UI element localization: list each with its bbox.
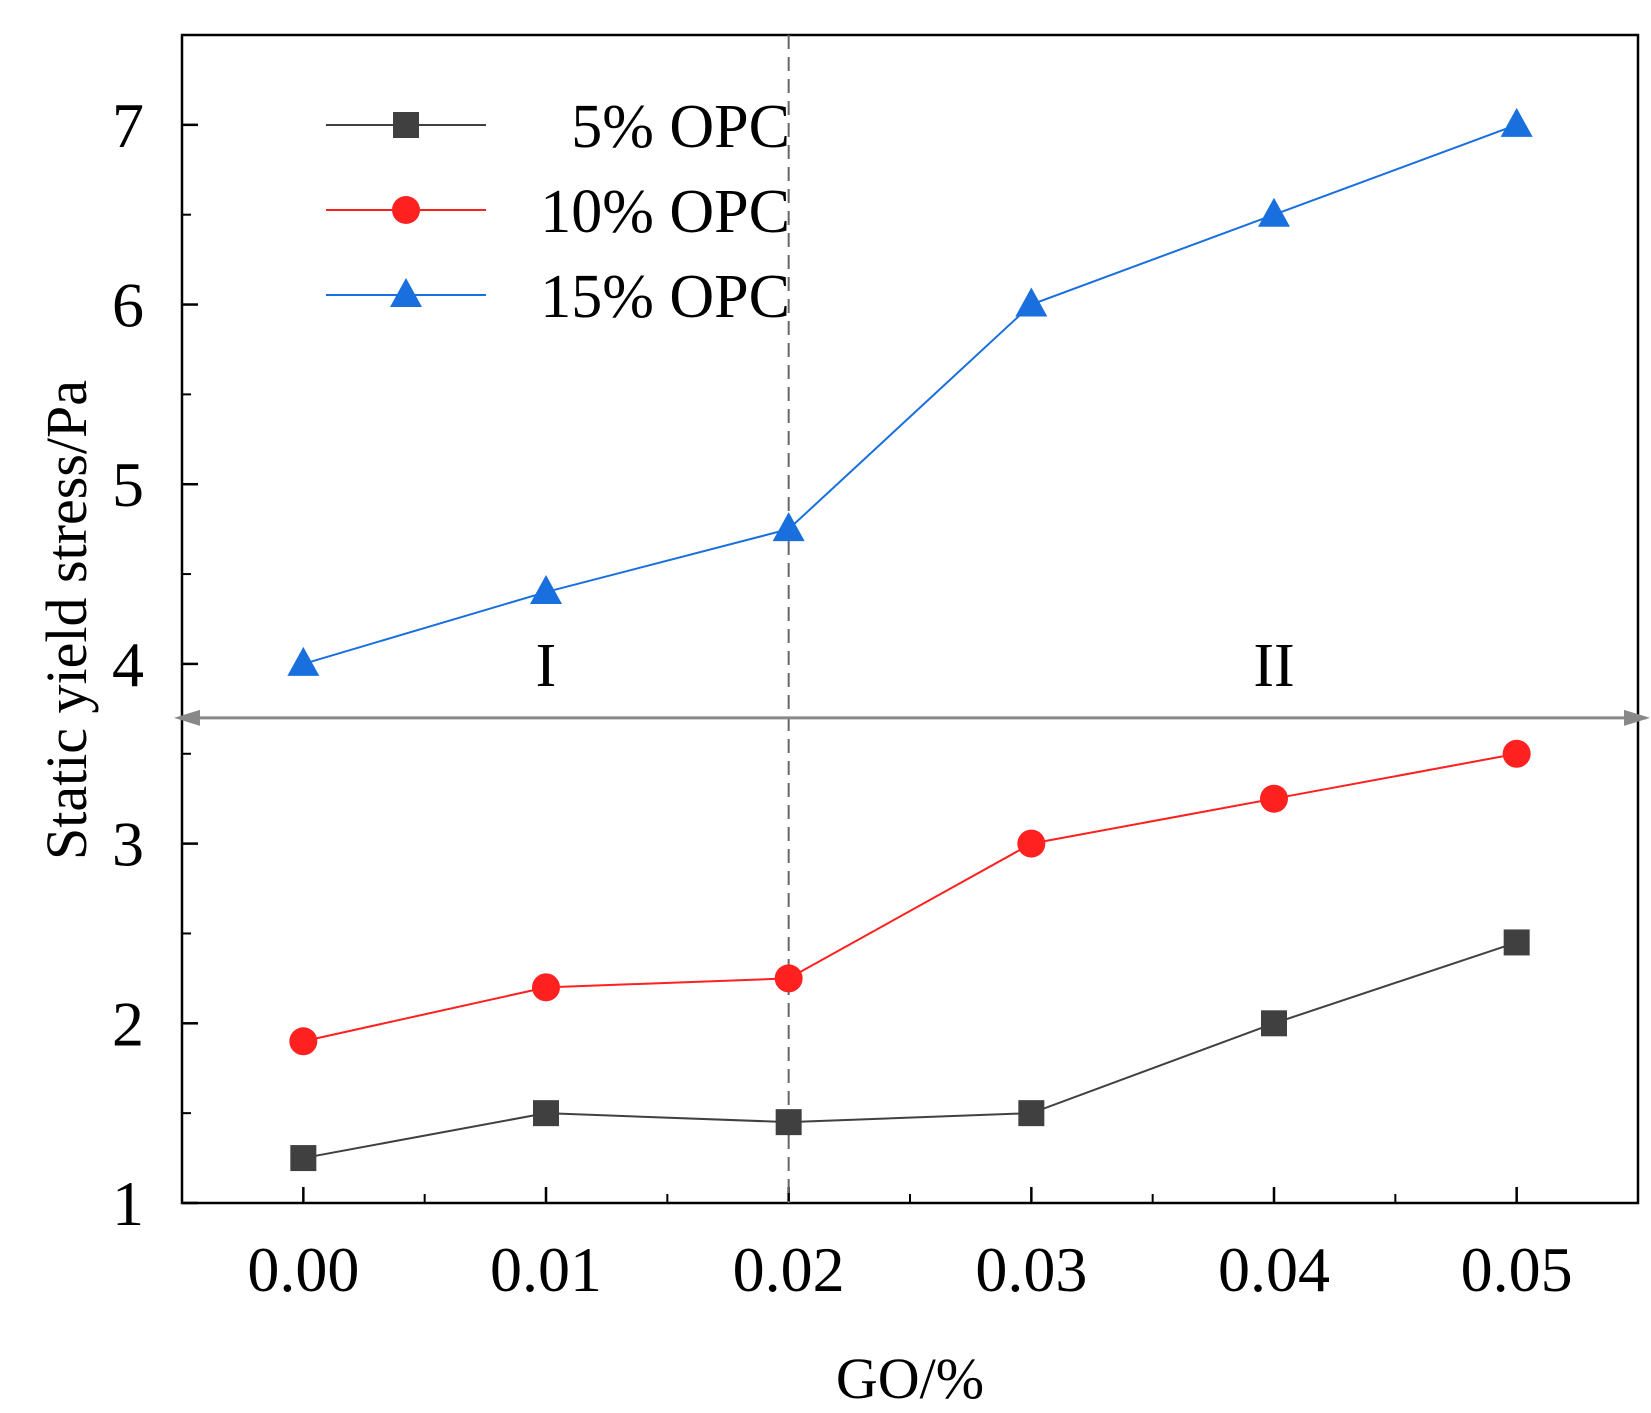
data-point [530,575,562,605]
region-label: II [1253,632,1294,700]
data-point [775,1109,802,1136]
series-line [303,123,1518,665]
legend-marker [393,112,419,138]
x-tick-label: 0.01 [490,1234,602,1305]
y-tick-label: 6 [112,270,144,341]
legend-label: 5% OPC [571,93,790,161]
y-tick-label: 3 [112,809,144,880]
data-point [1018,1100,1045,1127]
series-1 [290,929,1530,1172]
x-tick-label: 0.03 [975,1234,1087,1305]
legend-item: 10% OPC [326,178,790,246]
data-point [287,646,320,676]
data-point [1017,829,1046,858]
y-tick-label: 4 [112,629,144,700]
arrow-left-icon [174,709,200,726]
data-point [290,1145,317,1172]
data-point [289,1027,318,1056]
y-axis-title: Static yield stress/Pa [34,380,99,860]
legend-item: 5% OPC [326,93,790,161]
x-tick-label: 0.02 [733,1234,845,1305]
data-point [1502,739,1531,768]
x-tick-label: 0.04 [1218,1234,1330,1305]
legend-label: 10% OPC [540,178,790,246]
legend-marker [392,196,420,224]
y-axis-ticks: 1 2 3 4 5 6 7 [112,34,198,1239]
x-tick-label: 0.00 [247,1234,359,1305]
x-axis-title: GO/% [836,1346,984,1411]
data-point [532,973,560,1002]
data-point [1258,197,1290,227]
legend-item: 15% OPC [326,263,790,331]
legend-label: 15% OPC [540,263,790,331]
series-line [303,752,1517,1043]
data-point [774,964,803,993]
data-point [772,512,805,542]
x-tick-label: 0.05 [1461,1234,1573,1305]
y-tick-label: 2 [112,988,144,1059]
y-tick-label: 5 [112,449,144,520]
data-point [1015,287,1048,317]
series-line [303,941,1517,1160]
arrow-right-icon [1624,709,1650,726]
y-tick-label: 1 [112,1168,144,1239]
legend: 5% OPC 10% OPC 15% OPC [326,93,790,331]
series-2 [289,739,1531,1056]
data-point [1500,107,1533,137]
series-group [287,107,1533,1172]
annotations: I II [174,35,1650,1203]
region-label: I [536,632,557,700]
data-point [1260,784,1288,813]
legend-marker [390,278,422,307]
data-point [1261,1010,1287,1037]
series-3 [287,107,1533,676]
x-axis-ticks: 0.00 0.01 0.02 0.03 0.04 0.05 [247,1187,1573,1305]
y-tick-label: 7 [112,90,144,161]
data-point [1503,929,1530,956]
data-point [533,1100,559,1127]
